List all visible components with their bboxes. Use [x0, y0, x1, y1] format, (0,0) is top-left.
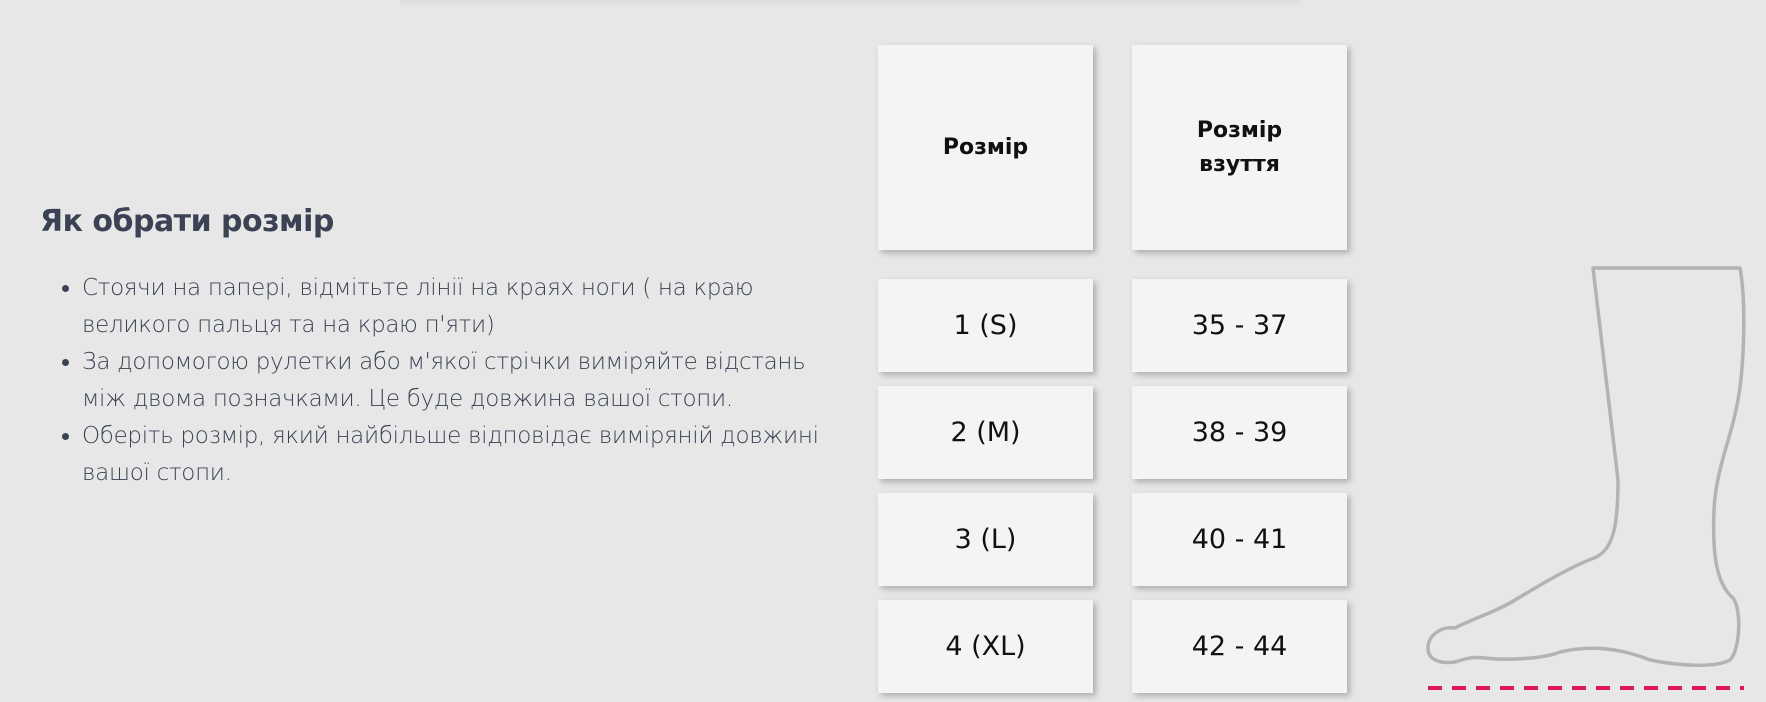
instructions-list: Стоячи на папері, відмітьте лінії на кра…	[50, 270, 822, 492]
shoe-size-cell: 42 - 44	[1132, 600, 1347, 693]
header-size: Розмір	[878, 45, 1093, 250]
size-cell: 1 (S)	[878, 279, 1093, 372]
instruction-step: Оберіть розмір, який найбільше відповіда…	[82, 418, 822, 492]
header-shoe-size-label: Розмір взуття	[1196, 117, 1283, 177]
size-cell: 4 (XL)	[878, 600, 1093, 693]
size-cell: 2 (M)	[878, 386, 1093, 479]
instruction-step: За допомогою рулетки або м'якої стрічки …	[82, 344, 822, 418]
header-size-label: Розмір	[942, 134, 1029, 160]
header-shoe-size: Розмір взуття	[1132, 45, 1347, 250]
shoe-size-cell: 38 - 39	[1132, 386, 1347, 479]
size-cell: 3 (L)	[878, 493, 1093, 586]
shoe-size-cell: 35 - 37	[1132, 279, 1347, 372]
shoe-size-cell: 40 - 41	[1132, 493, 1347, 586]
section-title: Як обрати розмір	[40, 204, 334, 239]
instruction-step: Стоячи на папері, відмітьте лінії на кра…	[82, 270, 822, 344]
foot-outline-icon	[1426, 266, 1746, 667]
top-edge	[400, 0, 1300, 6]
